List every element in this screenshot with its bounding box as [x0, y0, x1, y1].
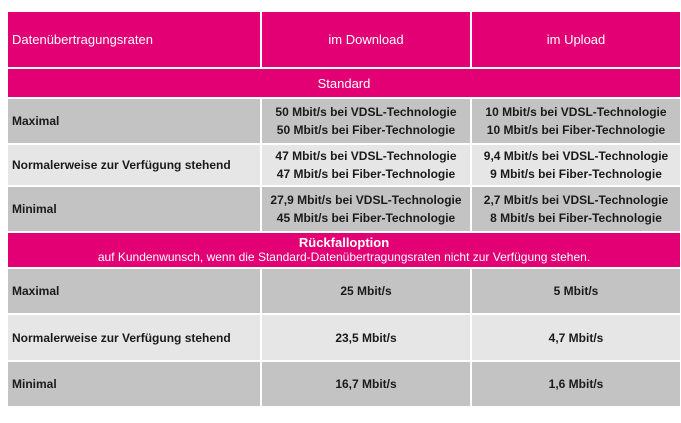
download-value: 27,9 Mbit/s bei VDSL-Technologie 45 Mbit…	[262, 187, 470, 231]
download-value: 50 Mbit/s bei VDSL-Technologie 50 Mbit/s…	[262, 99, 470, 143]
data-rate-table: Datenübertragungsraten im Download im Up…	[6, 10, 681, 408]
upload-value: 2,7 Mbit/s bei VDSL-Technologie 8 Mbit/s…	[472, 187, 680, 231]
row-label: Normalerweise zur Verfügung stehend	[8, 145, 260, 185]
table-row: Normalerweise zur Verfügung stehend 23,5…	[8, 315, 680, 360]
fallback-section-cell: Rückfalloption auf Kundenwunsch, wenn di…	[8, 233, 680, 267]
upload-vdsl: 10 Mbit/s bei VDSL-Technologie	[485, 105, 667, 119]
table-header-row: Datenübertragungsraten im Download im Up…	[8, 12, 680, 67]
row-label: Minimal	[8, 362, 260, 406]
header-upload-cell: im Upload	[472, 12, 680, 67]
download-value: 23,5 Mbit/s	[262, 315, 470, 360]
download-fiber: 47 Mbit/s bei Fiber-Technologie	[276, 167, 456, 181]
row-label: Normalerweise zur Verfügung stehend	[8, 315, 260, 360]
upload-vdsl: 2,7 Mbit/s bei VDSL-Technologie	[483, 193, 669, 207]
table-row: Minimal 16,7 Mbit/s 1,6 Mbit/s	[8, 362, 680, 406]
upload-vdsl: 9,4 Mbit/s bei VDSL-Technologie	[483, 149, 669, 163]
download-vdsl: 47 Mbit/s bei VDSL-Technologie	[275, 149, 457, 163]
upload-value: 5 Mbit/s	[472, 269, 680, 313]
table-row: Minimal 27,9 Mbit/s bei VDSL-Technologie…	[8, 187, 680, 231]
standard-section-row: Standard	[8, 69, 680, 97]
header-label-cell: Datenübertragungsraten	[8, 12, 260, 67]
table-row: Normalerweise zur Verfügung stehend 47 M…	[8, 145, 680, 185]
upload-value: 9,4 Mbit/s bei VDSL-Technologie 9 Mbit/s…	[472, 145, 680, 185]
fallback-section-row: Rückfalloption auf Kundenwunsch, wenn di…	[8, 233, 680, 267]
row-label: Maximal	[8, 269, 260, 313]
row-label: Minimal	[8, 187, 260, 231]
download-fiber: 45 Mbit/s bei Fiber-Technologie	[276, 211, 456, 225]
download-value: 47 Mbit/s bei VDSL-Technologie 47 Mbit/s…	[262, 145, 470, 185]
download-vdsl: 27,9 Mbit/s bei VDSL-Technologie	[270, 193, 462, 207]
upload-value: 1,6 Mbit/s	[472, 362, 680, 406]
upload-value: 4,7 Mbit/s	[472, 315, 680, 360]
table-row: Maximal 25 Mbit/s 5 Mbit/s	[8, 269, 680, 313]
header-download-cell: im Download	[262, 12, 470, 67]
upload-fiber: 10 Mbit/s bei Fiber-Technologie	[486, 123, 666, 137]
fallback-section-subtitle: auf Kundenwunsch, wenn die Standard-Date…	[97, 250, 591, 264]
download-vdsl: 50 Mbit/s bei VDSL-Technologie	[275, 105, 457, 119]
row-label: Maximal	[8, 99, 260, 143]
standard-section-title: Standard	[8, 69, 680, 97]
download-value: 25 Mbit/s	[262, 269, 470, 313]
fallback-section-title: Rückfalloption	[298, 235, 390, 250]
upload-fiber: 8 Mbit/s bei Fiber-Technologie	[490, 211, 662, 225]
download-fiber: 50 Mbit/s bei Fiber-Technologie	[276, 123, 456, 137]
upload-fiber: 9 Mbit/s bei Fiber-Technologie	[490, 167, 662, 181]
upload-value: 10 Mbit/s bei VDSL-Technologie 10 Mbit/s…	[472, 99, 680, 143]
table-row: Maximal 50 Mbit/s bei VDSL-Technologie 5…	[8, 99, 680, 143]
download-value: 16,7 Mbit/s	[262, 362, 470, 406]
